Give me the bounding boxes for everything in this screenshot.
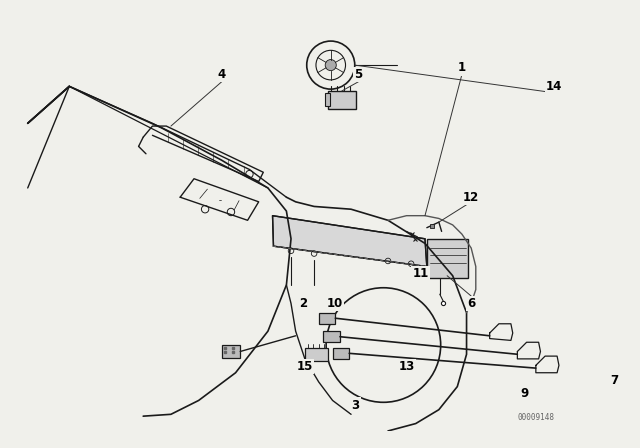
Bar <box>305 348 328 361</box>
Text: 2: 2 <box>299 297 307 310</box>
Bar <box>323 331 340 342</box>
Circle shape <box>325 60 336 71</box>
Text: 00009148: 00009148 <box>517 413 554 422</box>
Bar <box>333 348 349 359</box>
Text: 11: 11 <box>412 267 429 280</box>
Bar <box>328 91 356 109</box>
Text: 3: 3 <box>351 399 360 412</box>
Text: 7: 7 <box>611 374 618 387</box>
Text: 10: 10 <box>326 297 342 310</box>
Bar <box>427 239 468 278</box>
Text: 12: 12 <box>463 191 479 204</box>
Bar <box>325 93 330 106</box>
Text: 9: 9 <box>520 388 529 401</box>
Text: 14: 14 <box>546 80 563 93</box>
Text: 1: 1 <box>458 61 466 74</box>
Text: 5: 5 <box>355 68 363 81</box>
Text: 4: 4 <box>218 68 226 81</box>
Text: 15: 15 <box>297 360 313 373</box>
Bar <box>319 313 335 324</box>
Polygon shape <box>273 215 427 267</box>
Bar <box>221 345 240 358</box>
Text: 6: 6 <box>467 297 476 310</box>
Text: 13: 13 <box>398 360 415 373</box>
